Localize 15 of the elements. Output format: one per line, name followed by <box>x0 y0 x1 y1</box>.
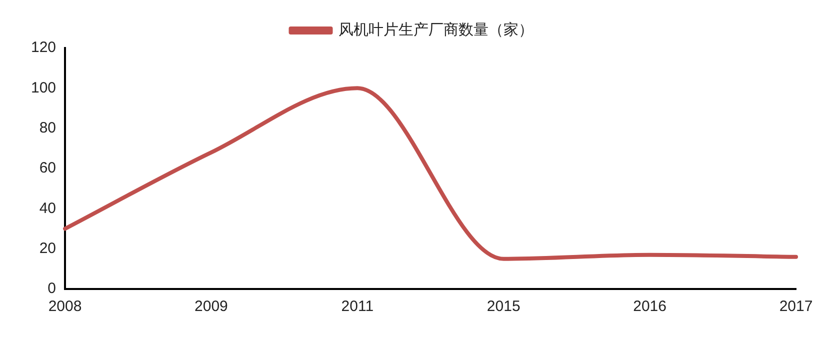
legend-label: 风机叶片生产厂商数量（家） <box>338 20 534 38</box>
x-tick-label: 2015 <box>486 298 520 316</box>
x-tick-label: 2017 <box>779 298 813 316</box>
x-tick-label: 2008 <box>48 298 82 316</box>
y-tick-label: 60 <box>39 160 56 177</box>
x-tick-label: 2009 <box>194 298 228 316</box>
y-tick-label: 40 <box>39 200 56 217</box>
line-series <box>63 86 798 261</box>
x-tick-label: 2016 <box>633 298 666 316</box>
y-tick-label: 0 <box>48 280 56 298</box>
y-tick-label: 120 <box>30 39 56 56</box>
y-tick-label: 80 <box>39 119 56 136</box>
y-tick-label: 20 <box>39 240 56 257</box>
x-tick-label: 2011 <box>341 298 374 316</box>
y-tick-label: 100 <box>30 79 56 96</box>
